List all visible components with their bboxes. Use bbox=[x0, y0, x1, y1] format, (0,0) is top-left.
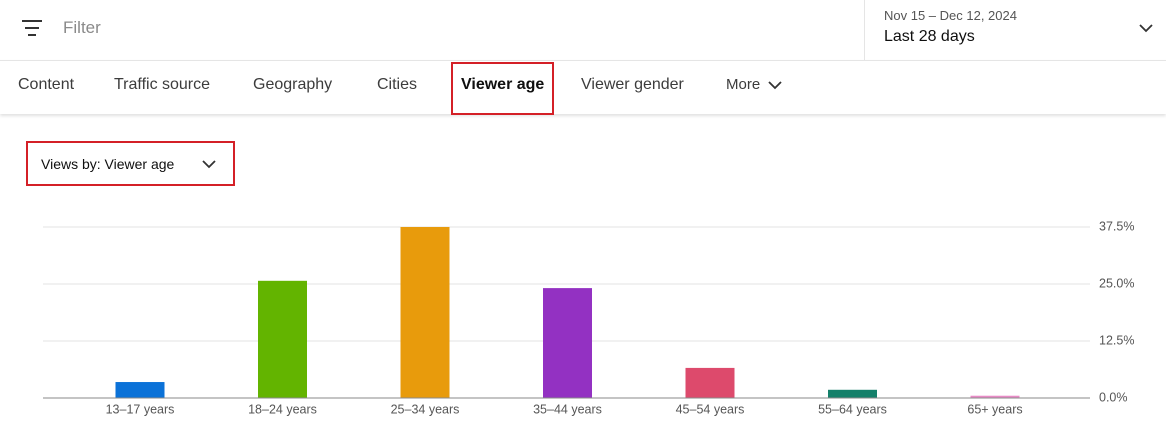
date-label: Last 28 days bbox=[884, 28, 975, 45]
bar bbox=[685, 367, 735, 398]
more-chevron[interactable] bbox=[767, 79, 783, 91]
dropdown[interactable]: Views by: Viewer age bbox=[41, 156, 175, 172]
tab-selected[interactable]: Viewer age bbox=[461, 76, 545, 93]
y-tick-label: 0.0% bbox=[1099, 390, 1128, 404]
tab[interactable]: Cities bbox=[377, 76, 418, 93]
tab-more[interactable]: More bbox=[726, 76, 761, 93]
bar bbox=[258, 280, 307, 398]
highlight-box bbox=[451, 62, 554, 115]
x-tick-label: 35–44 years bbox=[533, 402, 602, 416]
x-tick-label: 13–17 years bbox=[106, 402, 175, 416]
dropdown-chevron[interactable] bbox=[201, 158, 217, 170]
x-tick-label: 25–34 years bbox=[391, 402, 460, 416]
tab[interactable]: Viewer gender bbox=[581, 76, 684, 93]
tab[interactable]: Traffic source bbox=[114, 76, 211, 93]
x-tick-label: 45–54 years bbox=[676, 402, 745, 416]
tab[interactable]: Content bbox=[18, 76, 75, 93]
bar bbox=[400, 227, 450, 398]
highlight-box bbox=[26, 141, 235, 186]
bar bbox=[828, 389, 877, 398]
bar bbox=[970, 395, 1020, 398]
x-tick-label: 18–24 years bbox=[248, 402, 317, 416]
tab[interactable]: Geography bbox=[253, 76, 333, 93]
bar bbox=[543, 288, 592, 398]
date-range: Nov 15 – Dec 12, 2024 bbox=[884, 8, 1017, 23]
y-tick-label: 12.5% bbox=[1099, 333, 1134, 347]
y-tick-label: 25.0% bbox=[1099, 276, 1134, 290]
filter-icon[interactable] bbox=[21, 17, 43, 39]
y-tick-label: 37.5% bbox=[1099, 219, 1134, 233]
x-tick-label: 55–64 years bbox=[818, 402, 887, 416]
top-bar bbox=[0, 0, 1166, 61]
date-picker[interactable] bbox=[864, 0, 1166, 60]
x-tick-label: 65+ years bbox=[967, 402, 1022, 416]
date-chevron[interactable] bbox=[1138, 22, 1154, 34]
bar bbox=[115, 382, 165, 398]
filter-input[interactable]: Filter bbox=[63, 18, 101, 37]
